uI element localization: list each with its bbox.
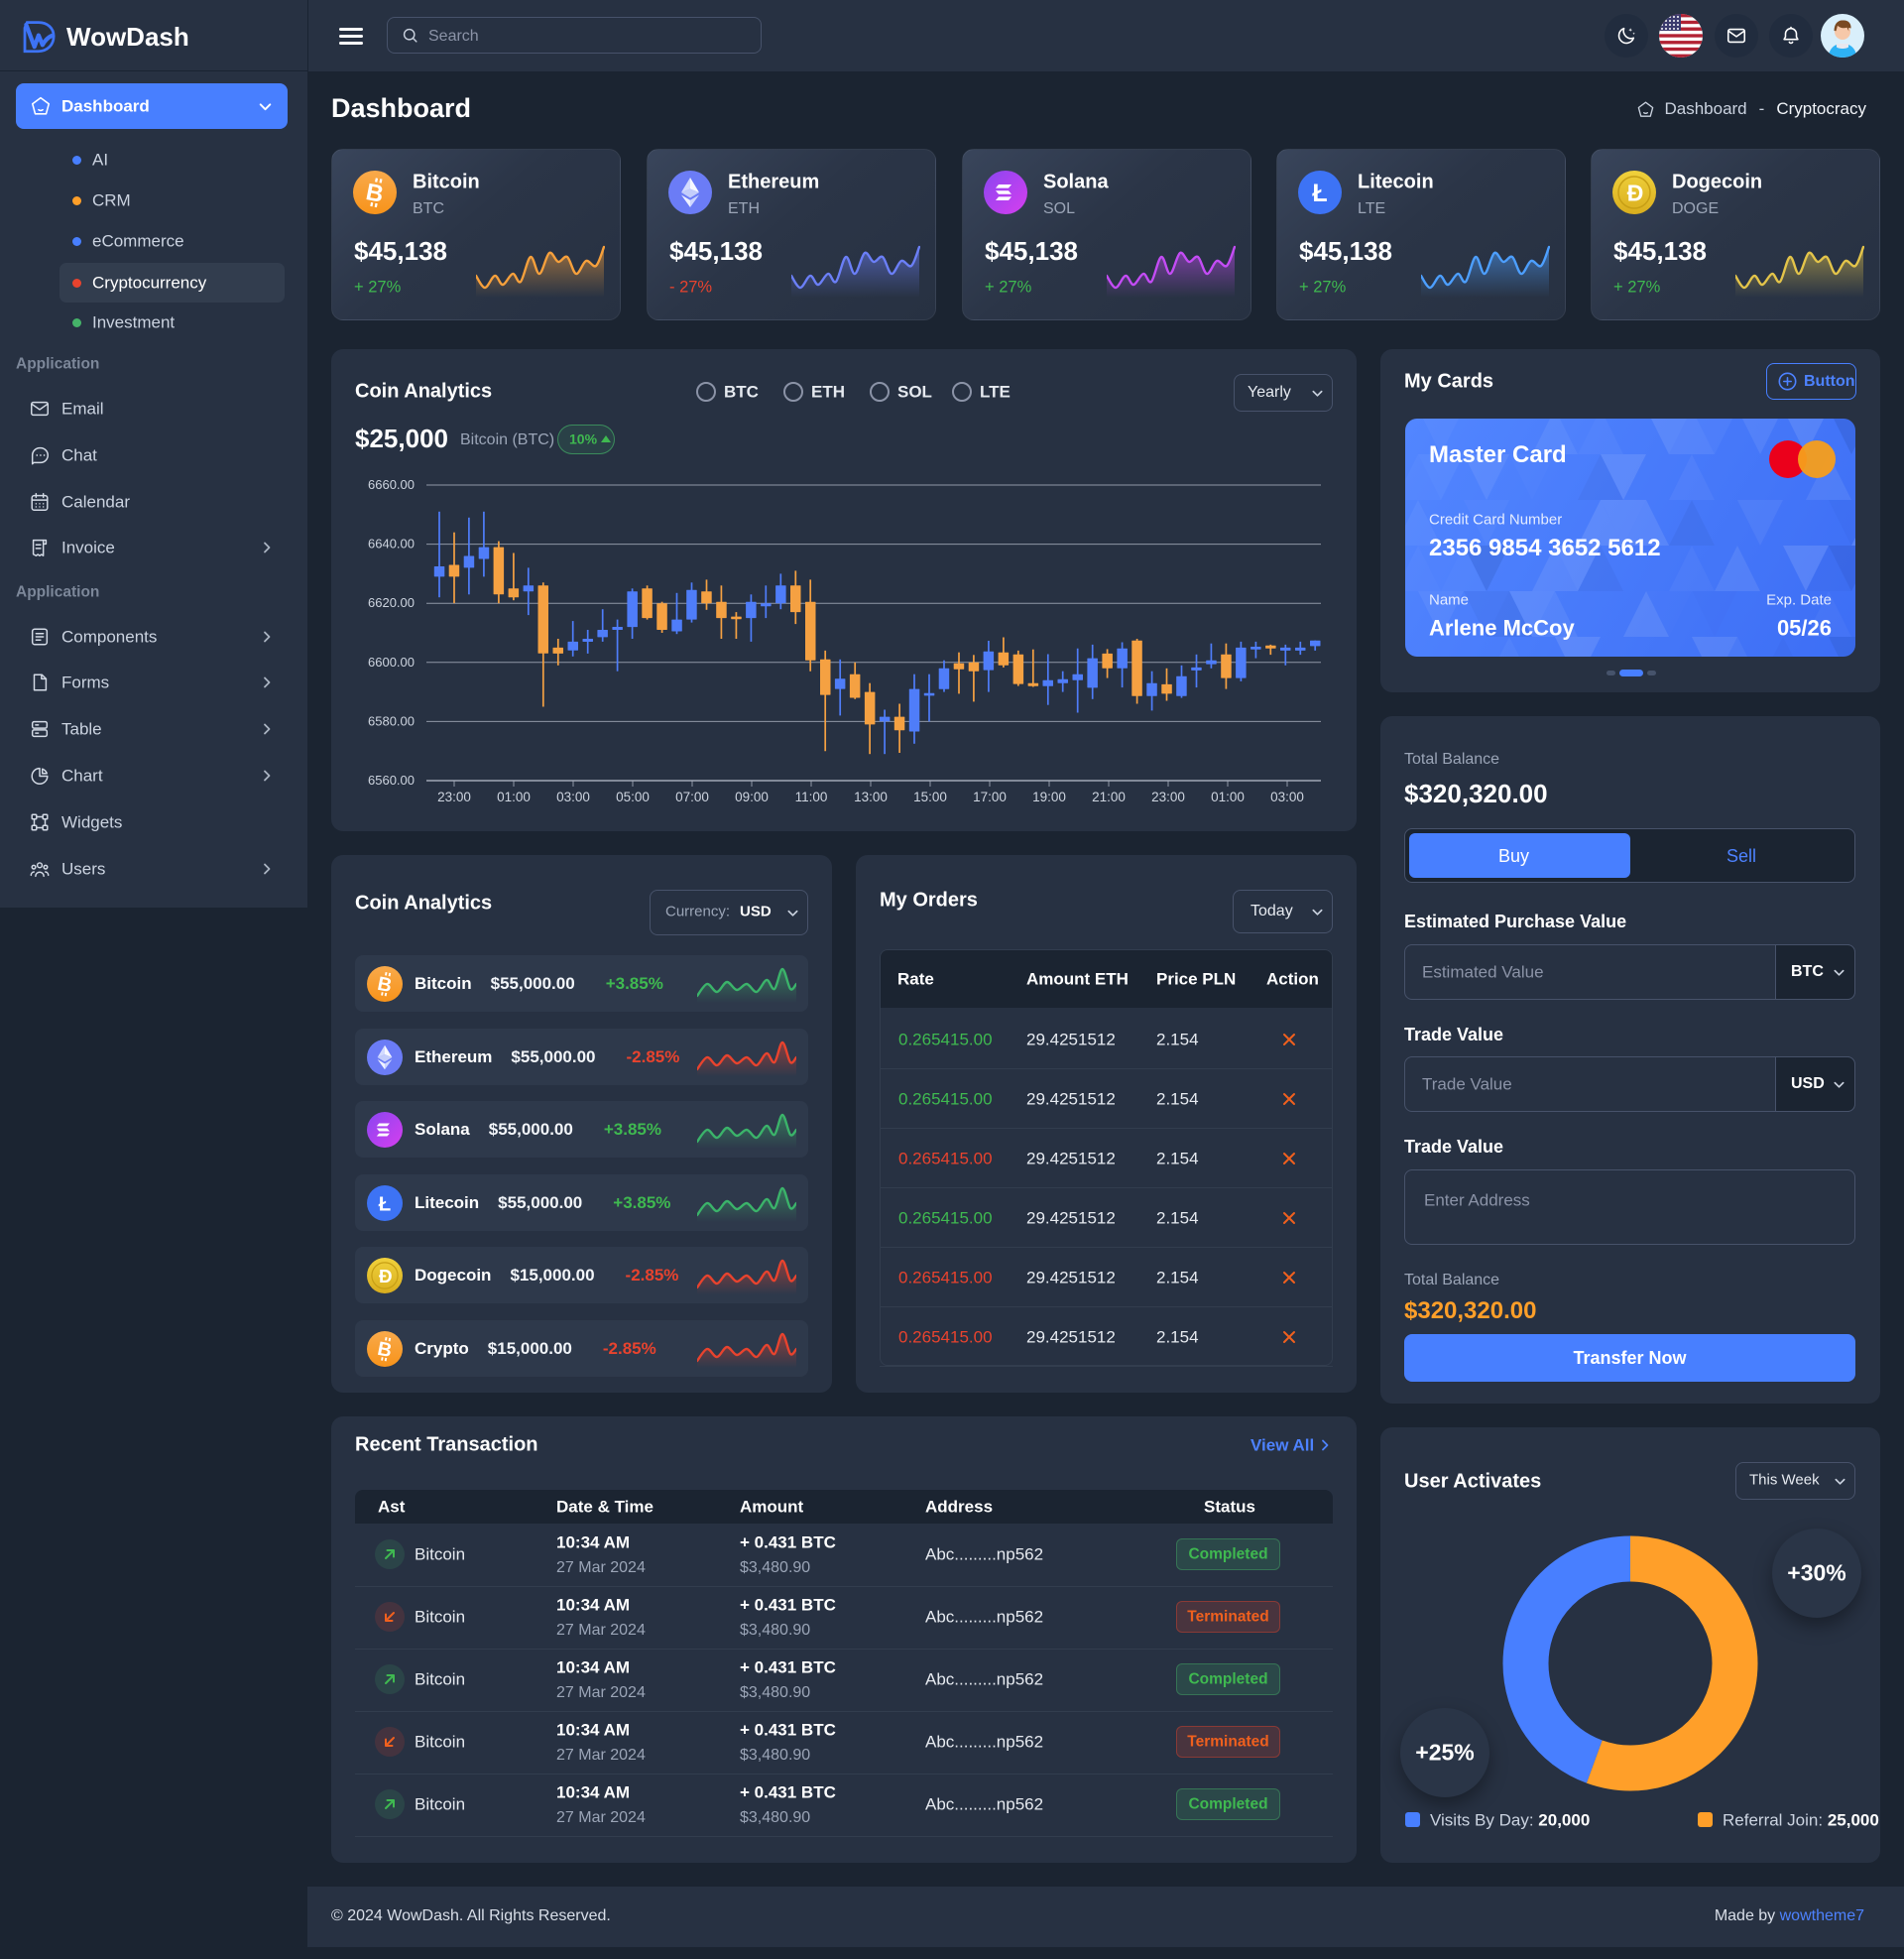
svg-text:03:00: 03:00	[1270, 790, 1304, 804]
svg-text:01:00: 01:00	[497, 790, 531, 804]
svg-text:21:00: 21:00	[1092, 790, 1126, 804]
svg-text:6600.00: 6600.00	[368, 655, 415, 670]
svg-text:13:00: 13:00	[854, 790, 888, 804]
svg-text:B: B	[376, 972, 394, 996]
svg-text:15:00: 15:00	[913, 790, 947, 804]
svg-text:Ł: Ł	[1312, 180, 1327, 207]
svg-text:17:00: 17:00	[973, 790, 1007, 804]
svg-text:05:00: 05:00	[616, 790, 650, 804]
svg-text:Đ: Đ	[379, 1265, 393, 1286]
svg-text:6620.00: 6620.00	[368, 595, 415, 610]
svg-text:11:00: 11:00	[795, 790, 828, 804]
svg-text:B: B	[364, 179, 386, 208]
svg-text:19:00: 19:00	[1032, 790, 1066, 804]
svg-text:6580.00: 6580.00	[368, 713, 415, 728]
svg-text:Đ: Đ	[1627, 181, 1644, 206]
svg-text:Ł: Ł	[379, 1192, 391, 1215]
svg-text:01:00: 01:00	[1211, 790, 1245, 804]
svg-text:07:00: 07:00	[675, 790, 709, 804]
svg-text:03:00: 03:00	[556, 790, 590, 804]
svg-text:09:00: 09:00	[735, 790, 769, 804]
svg-text:23:00: 23:00	[437, 790, 471, 804]
svg-text:6660.00: 6660.00	[368, 477, 415, 492]
svg-text:6640.00: 6640.00	[368, 537, 415, 551]
svg-text:23:00: 23:00	[1151, 790, 1185, 804]
svg-text:B: B	[376, 1337, 394, 1361]
svg-text:6560.00: 6560.00	[368, 773, 415, 788]
